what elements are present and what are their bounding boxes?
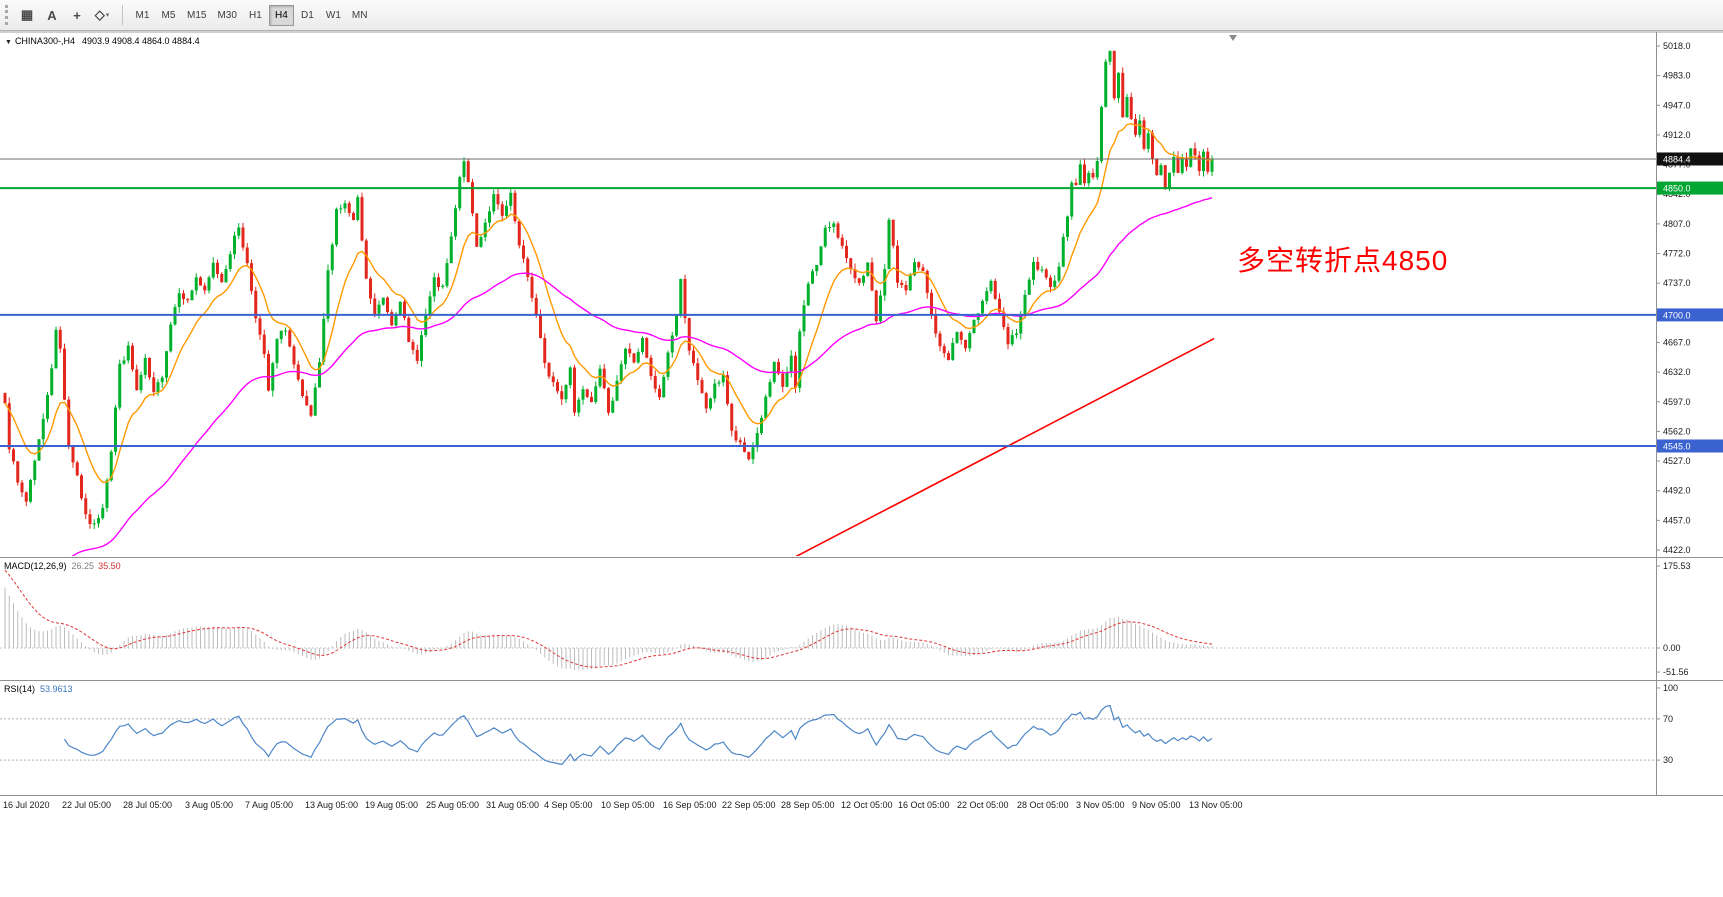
svg-text:10 Sep 05:00: 10 Sep 05:00 [601, 800, 655, 810]
svg-text:4527.0: 4527.0 [1663, 456, 1691, 466]
toolbar: ▦ A + ◇ ▾ M1 M5 M15 M30 H1 H4 D1 W1 MN [0, 0, 1723, 31]
dropdown-caret-icon: ▾ [105, 12, 110, 19]
svg-text:28 Oct 05:00: 28 Oct 05:00 [1017, 800, 1069, 810]
ohlc-values: 4903.9 4908.4 4864.0 4884.4 [81, 36, 200, 46]
svg-text:4667.0: 4667.0 [1663, 337, 1691, 347]
candlestick-series [3, 50, 1214, 530]
svg-text:4422.0: 4422.0 [1663, 545, 1691, 555]
svg-text:16 Sep 05:00: 16 Sep 05:00 [663, 800, 717, 810]
svg-text:5018.0: 5018.0 [1663, 41, 1691, 51]
trendline[interactable] [795, 337, 1215, 557]
horizontal-levels[interactable] [0, 158, 1656, 447]
drawing-tools: ▦ A + ◇ ▾ [15, 4, 115, 26]
cursor-icon[interactable]: A [47, 7, 57, 23]
collapse-icon[interactable]: ▼ [5, 39, 12, 46]
symbol-label: CHINA300-,H4 [14, 36, 75, 46]
timeframe-m30[interactable]: M30 [217, 9, 237, 21]
timeframe-w1[interactable]: W1 [325, 9, 341, 21]
charts-icon[interactable]: ▦ [20, 7, 34, 22]
svg-text:3 Nov 05:00: 3 Nov 05:00 [1076, 800, 1125, 810]
svg-text:4884.4: 4884.4 [1663, 154, 1691, 164]
annotation-text: 多空转折点4850 [1237, 245, 1449, 276]
svg-text:22 Sep 05:00: 22 Sep 05:00 [722, 800, 776, 810]
macd-name: MACD(12,26,9) [4, 561, 67, 571]
rsi-name: RSI(14) [4, 684, 36, 694]
svg-text:4912.0: 4912.0 [1663, 130, 1691, 140]
timeframe-h4[interactable]: H4 [268, 4, 294, 26]
svg-text:30: 30 [1663, 755, 1673, 765]
chart-header: ▼ CHINA300-,H4 4903.9 4908.4 4864.0 4884.4 [5, 36, 200, 46]
svg-text:4807.0: 4807.0 [1663, 219, 1691, 229]
macd-signal-value: 35.50 [98, 561, 121, 571]
toolbar-grip[interactable] [5, 5, 9, 25]
macd-label: MACD(12,26,9) 26.25 35.50 [4, 561, 121, 571]
svg-text:16 Jul 2020: 16 Jul 2020 [3, 800, 50, 810]
rsi-value: 53.9613 [40, 684, 73, 694]
timeframe-buttons: M1 M5 M15 M30 H1 H4 D1 W1 MN [130, 4, 373, 26]
svg-text:31 Aug 05:00: 31 Aug 05:00 [486, 800, 539, 810]
timeframe-d1[interactable]: D1 [301, 9, 314, 21]
svg-text:4562.0: 4562.0 [1663, 426, 1691, 436]
svg-text:4700.0: 4700.0 [1663, 310, 1691, 320]
svg-text:4 Sep 05:00: 4 Sep 05:00 [544, 800, 593, 810]
svg-text:4632.0: 4632.0 [1663, 367, 1691, 377]
svg-text:19 Aug 05:00: 19 Aug 05:00 [365, 800, 418, 810]
svg-text:13 Nov 05:00: 13 Nov 05:00 [1189, 800, 1243, 810]
svg-text:-51.56: -51.56 [1663, 667, 1689, 677]
price-badges: 4884.4 4850.0 4700.0 4545.0 [1657, 152, 1723, 453]
svg-text:70: 70 [1663, 714, 1673, 724]
timeframe-m1[interactable]: M1 [135, 9, 150, 21]
svg-text:100: 100 [1663, 683, 1678, 693]
svg-text:4983.0: 4983.0 [1663, 71, 1691, 81]
rsi-series [0, 704, 1656, 766]
svg-text:4737.0: 4737.0 [1663, 278, 1691, 288]
macd-main-value: 26.25 [71, 561, 95, 571]
shapes-icon[interactable]: ◇ ▾ [94, 7, 110, 22]
panel-borders [0, 31, 1723, 796]
svg-text:25 Aug 05:00: 25 Aug 05:00 [426, 800, 479, 810]
timeframe-m15[interactable]: M15 [187, 9, 207, 21]
svg-text:0.00: 0.00 [1663, 643, 1681, 653]
timeframe-h1[interactable]: H1 [249, 9, 262, 21]
timeframe-mn[interactable]: MN [351, 9, 368, 21]
rsi-line [63, 704, 1213, 766]
svg-text:4492.0: 4492.0 [1663, 486, 1691, 496]
svg-text:22 Jul 05:00: 22 Jul 05:00 [62, 800, 111, 810]
toolbar-separator [122, 5, 123, 25]
macd-series [0, 569, 1656, 671]
svg-text:9 Nov 05:00: 9 Nov 05:00 [1132, 800, 1181, 810]
ma-slow-line [71, 197, 1213, 556]
svg-text:4597.0: 4597.0 [1663, 397, 1691, 407]
svg-text:13 Aug 05:00: 13 Aug 05:00 [305, 800, 358, 810]
svg-text:12 Oct 05:00: 12 Oct 05:00 [841, 800, 893, 810]
svg-text:4772.0: 4772.0 [1663, 249, 1691, 259]
ma-fast-line [4, 122, 1213, 484]
rsi-label: RSI(14) 53.9613 [4, 684, 73, 694]
timeframe-m5[interactable]: M5 [161, 9, 176, 21]
svg-text:4947.0: 4947.0 [1663, 100, 1691, 110]
svg-text:22 Oct 05:00: 22 Oct 05:00 [957, 800, 1009, 810]
svg-text:16 Oct 05:00: 16 Oct 05:00 [898, 800, 950, 810]
svg-text:28 Sep 05:00: 28 Sep 05:00 [781, 800, 835, 810]
time-axis[interactable]: 16 Jul 2020 22 Jul 05:00 28 Jul 05:00 3 Aug… [3, 800, 1243, 810]
chart-shift-marker-icon [1229, 35, 1237, 41]
crosshair-icon[interactable]: + [73, 7, 81, 23]
svg-text:3 Aug 05:00: 3 Aug 05:00 [185, 800, 233, 810]
svg-text:4457.0: 4457.0 [1663, 515, 1691, 525]
svg-text:4545.0: 4545.0 [1663, 441, 1691, 451]
svg-text:4850.0: 4850.0 [1663, 184, 1691, 194]
svg-text:28 Jul 05:00: 28 Jul 05:00 [123, 800, 172, 810]
price-axis[interactable]: 5018.04983.04947.04912.04877.04842.04807… [1656, 41, 1691, 765]
svg-text:7 Aug 05:00: 7 Aug 05:00 [245, 800, 293, 810]
svg-text:175.53: 175.53 [1663, 561, 1691, 571]
